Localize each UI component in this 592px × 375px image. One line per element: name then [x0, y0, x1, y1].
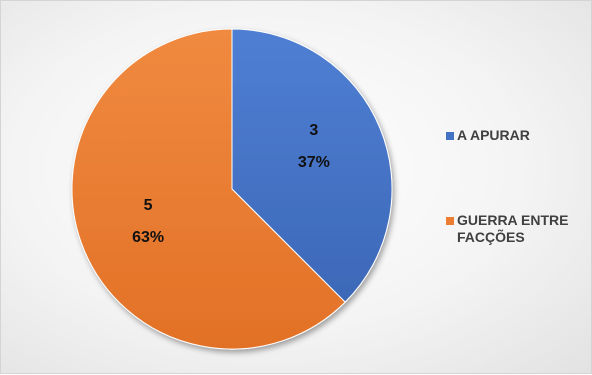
legend-label-guerra-entre-faccoes: GUERRA ENTRE FACÇÕES: [457, 212, 569, 245]
legend-swatch-guerra-entre-faccoes: [446, 217, 454, 225]
data-label-percent-guerra-entre-faccoes: 63%: [132, 229, 164, 246]
legend-item-guerra-entre-faccoes[interactable]: GUERRA ENTRE FACÇÕES: [446, 212, 592, 246]
data-label-value-guerra-entre-faccoes: 5: [144, 197, 153, 214]
legend-label-a-apurar: A APURAR: [457, 127, 530, 143]
pie-slice-guerra-entre-faccoes[interactable]: [71, 28, 346, 350]
data-label-percent-a-apurar: 37%: [298, 154, 330, 171]
legend-item-a-apurar[interactable]: A APURAR: [446, 127, 592, 144]
data-label-value-a-apurar: 3: [309, 122, 318, 139]
legend: A APURAR GUERRA ENTRE FACÇÕES: [446, 127, 592, 246]
pie-slice-a-apurar[interactable]: [231, 28, 393, 303]
legend-swatch-a-apurar: [446, 132, 454, 140]
